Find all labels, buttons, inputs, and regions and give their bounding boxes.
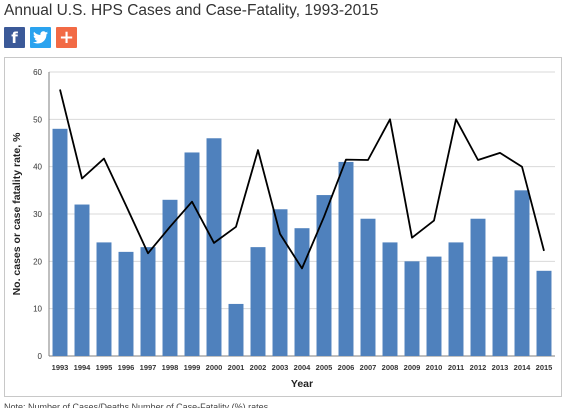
bar[interactable] bbox=[316, 195, 332, 356]
y-tick-label: 30 bbox=[33, 210, 42, 219]
x-tick-label: 1997 bbox=[140, 363, 157, 372]
plus-icon: + bbox=[58, 27, 75, 48]
bar[interactable] bbox=[96, 242, 112, 356]
x-tick-label: 1993 bbox=[52, 363, 69, 372]
bar[interactable] bbox=[118, 251, 134, 356]
y-tick-label: 40 bbox=[33, 163, 42, 172]
bar[interactable] bbox=[382, 242, 398, 356]
x-tick-label: 2005 bbox=[316, 363, 333, 372]
bar[interactable] bbox=[536, 270, 552, 356]
bar[interactable] bbox=[514, 190, 530, 356]
bar[interactable] bbox=[448, 242, 464, 356]
bar[interactable] bbox=[272, 209, 288, 356]
x-tick-label: 2006 bbox=[338, 363, 355, 372]
bar[interactable] bbox=[426, 256, 442, 356]
bar[interactable] bbox=[492, 256, 508, 356]
x-axis-title: Year bbox=[291, 378, 313, 390]
x-tick-label: 1995 bbox=[96, 363, 113, 372]
y-tick-label: 50 bbox=[33, 115, 42, 124]
chart-note: Note: Number of Cases/Deaths Number of C… bbox=[4, 402, 269, 408]
x-tick-label: 2001 bbox=[228, 363, 245, 372]
facebook-share-button[interactable]: f bbox=[4, 27, 25, 48]
bar[interactable] bbox=[206, 138, 222, 356]
y-tick-label: 10 bbox=[33, 305, 42, 314]
twitter-share-button[interactable] bbox=[30, 27, 51, 48]
y-tick-label: 20 bbox=[33, 257, 42, 266]
x-tick-label: 2013 bbox=[492, 363, 509, 372]
x-tick-label: 2000 bbox=[206, 363, 223, 372]
twitter-icon bbox=[33, 31, 48, 44]
bar[interactable] bbox=[140, 247, 156, 356]
facebook-icon: f bbox=[11, 28, 18, 47]
x-tick-label: 2012 bbox=[470, 363, 487, 372]
more-share-button[interactable]: + bbox=[56, 27, 77, 48]
y-tick-label: 0 bbox=[38, 352, 43, 361]
x-tick-label: 2009 bbox=[404, 363, 421, 372]
y-tick-label: 60 bbox=[33, 68, 42, 77]
x-tick-label: 1998 bbox=[162, 363, 179, 372]
share-buttons: f + bbox=[4, 27, 77, 48]
x-tick-label: 2007 bbox=[360, 363, 377, 372]
hps-chart: 0 10 20 30 40 50 60 1993 1994 1995 1996 1997 1998 199… bbox=[11, 68, 555, 390]
x-tick-label: 2011 bbox=[448, 363, 464, 372]
x-tick-label: 2010 bbox=[426, 363, 443, 372]
bar[interactable] bbox=[52, 128, 68, 356]
bar[interactable] bbox=[250, 247, 266, 356]
bar[interactable] bbox=[338, 161, 354, 356]
bar[interactable] bbox=[470, 218, 486, 356]
x-tick-label: 2004 bbox=[294, 363, 312, 372]
y-axis-title: No. cases or case fatality rate, % bbox=[11, 132, 23, 295]
bar[interactable] bbox=[162, 199, 178, 356]
bar[interactable] bbox=[360, 218, 376, 356]
x-tick-label: 2002 bbox=[250, 363, 267, 372]
bar[interactable] bbox=[404, 261, 420, 356]
x-tick-label: 2008 bbox=[382, 363, 399, 372]
chart-container: 0 10 20 30 40 50 60 1993 1994 1995 1996 1997 1998 199… bbox=[4, 57, 562, 397]
bar[interactable] bbox=[74, 204, 90, 356]
x-tick-label: 2015 bbox=[536, 363, 553, 372]
x-tick-label: 1996 bbox=[118, 363, 135, 372]
x-tick-label: 2014 bbox=[514, 363, 532, 372]
x-tick-label: 2003 bbox=[272, 363, 289, 372]
x-tick-label: 1999 bbox=[184, 363, 201, 372]
page-title: Annual U.S. HPS Cases and Case-Fatality,… bbox=[4, 2, 379, 19]
fatality-rate-line[interactable] bbox=[59, 89, 545, 270]
bar[interactable] bbox=[184, 152, 200, 356]
x-tick-label: 1994 bbox=[74, 363, 92, 372]
bar[interactable] bbox=[294, 228, 310, 356]
bar[interactable] bbox=[228, 303, 244, 356]
